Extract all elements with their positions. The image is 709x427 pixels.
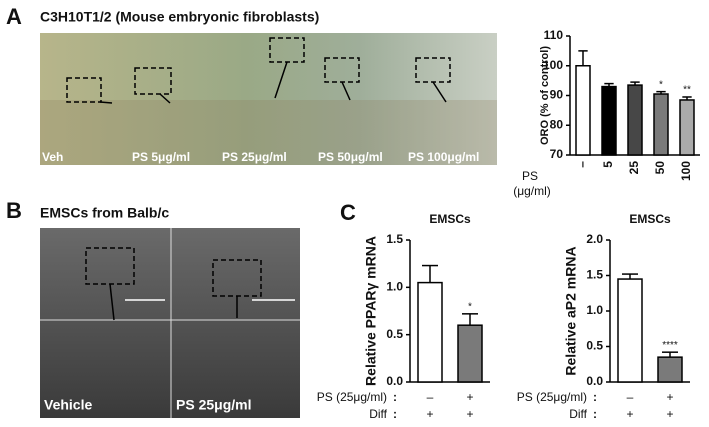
x-tick-label: 25 xyxy=(627,161,641,175)
zoom-box xyxy=(66,77,102,103)
y-tick-label: 70 xyxy=(550,147,564,161)
treatment-mark: + xyxy=(626,407,633,421)
image-label: PS 25μg/ml xyxy=(176,397,251,413)
bar xyxy=(417,281,443,383)
zoom-box xyxy=(134,67,172,95)
y-tick-label: 0.5 xyxy=(386,327,403,341)
bar xyxy=(653,93,669,156)
bar xyxy=(627,84,643,156)
treatment-label: PS (25μg/ml) xyxy=(317,390,387,404)
y-tick-label: 110 xyxy=(544,28,564,42)
micrograph-strip-b xyxy=(40,228,300,418)
x-tick-label: – xyxy=(575,161,589,168)
treatment-separator: : xyxy=(393,390,397,404)
arrow xyxy=(159,93,171,104)
treatment-mark: + xyxy=(466,407,473,421)
treatment-mark: + xyxy=(466,390,473,404)
bar xyxy=(679,99,695,156)
x-axis-label: PS xyxy=(522,169,538,183)
image-label: Veh xyxy=(42,150,63,164)
chart-title: EMSCs xyxy=(429,212,471,226)
treatment-mark: + xyxy=(426,407,433,421)
bar xyxy=(601,85,617,156)
arrow xyxy=(109,283,115,321)
y-tick-label: 0.5 xyxy=(586,339,603,353)
treatment-mark: + xyxy=(666,390,673,404)
treatment-label: Diff xyxy=(369,407,387,421)
treatment-separator: : xyxy=(393,407,397,421)
significance: * xyxy=(659,79,663,90)
y-tick-label: 90 xyxy=(550,88,564,102)
y-axis-label: Relative PPARγ mRNA xyxy=(363,236,379,386)
panel-title: EMSCs from Balb/c xyxy=(40,205,169,221)
y-tick-label: 1.5 xyxy=(586,268,603,282)
significance: ** xyxy=(683,85,691,96)
image-label: Vehicle xyxy=(44,397,92,413)
arrow xyxy=(274,61,288,99)
y-tick-label: 0.0 xyxy=(386,374,403,388)
bar xyxy=(575,65,591,156)
image-label: PS 50μg/ml xyxy=(318,150,383,164)
y-tick-label: 1.0 xyxy=(586,303,603,317)
panel-letter: A xyxy=(6,4,22,29)
x-tick-label: 5 xyxy=(601,161,615,168)
y-tick-label: 1.5 xyxy=(386,232,403,246)
y-tick-label: 2.0 xyxy=(586,232,603,246)
treatment-mark: + xyxy=(666,407,673,421)
treatment-separator: : xyxy=(593,390,597,404)
significance: * xyxy=(468,301,472,312)
x-axis-unit: (μg/ml) xyxy=(513,184,551,198)
arrow xyxy=(99,101,113,104)
bar xyxy=(457,324,483,383)
micrograph xyxy=(40,228,300,418)
treatment-separator: : xyxy=(593,407,597,421)
treatment-mark: – xyxy=(427,390,434,404)
bar xyxy=(617,278,643,383)
treatment-label: Diff xyxy=(569,407,587,421)
y-axis-label: ORO (% of control) xyxy=(539,46,551,145)
treatment-mark: – xyxy=(627,390,634,404)
y-axis-label: Relative aP2 mRNA xyxy=(563,246,579,375)
y-tick-label: 100 xyxy=(543,58,563,72)
x-tick-label: 50 xyxy=(653,161,667,175)
bar xyxy=(657,356,683,383)
y-tick-label: 0.0 xyxy=(586,374,603,388)
panel-title: C3H10T1/2 (Mouse embryonic fibroblasts) xyxy=(40,9,319,25)
panel-letter: C xyxy=(340,200,356,225)
image-label: PS 100μg/ml xyxy=(408,150,479,164)
micrograph-zoom xyxy=(40,100,497,165)
micrograph xyxy=(40,33,497,165)
panel-letter: B xyxy=(6,198,22,223)
y-tick-label: 1.0 xyxy=(386,280,403,294)
x-tick-label: 100 xyxy=(679,161,693,181)
treatment-label: PS (25μg/ml) xyxy=(517,390,587,404)
micrograph-strip-a xyxy=(40,33,497,165)
arrow xyxy=(341,81,351,101)
chart-title: EMSCs xyxy=(629,212,671,226)
y-tick-label: 80 xyxy=(550,117,564,131)
image-label: PS 5μg/ml xyxy=(132,150,190,164)
arrow xyxy=(432,81,447,103)
image-label: PS 25μg/ml xyxy=(222,150,287,164)
significance: **** xyxy=(662,340,678,351)
